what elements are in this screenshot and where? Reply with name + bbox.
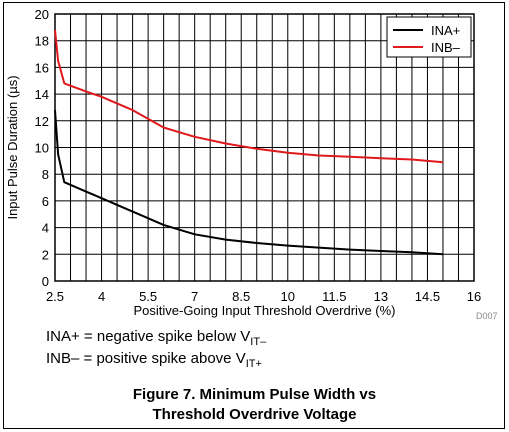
y-tick-label: 20	[35, 7, 49, 22]
figure-watermark: D007	[476, 311, 498, 321]
x-tick-labels: 2.5 4 5.5 7 8.5 10 11.5 13 14.5 16	[46, 289, 481, 304]
x-tick-label: 4	[98, 289, 105, 304]
y-tick-label: 10	[35, 141, 49, 156]
x-tick-label: 10	[281, 289, 295, 304]
legend-label-ina-plus: INA+	[431, 23, 460, 38]
note-inb-text: INB– = positive spike above V	[46, 350, 246, 367]
figure-frame	[3, 2, 505, 429]
y-tick-label: 18	[35, 34, 49, 49]
caption-line-1: Figure 7. Minimum Pulse Width vs	[132, 386, 377, 403]
y-tick-labels: 0 2 4 6 8 10 12 14 16 18 20	[35, 7, 49, 289]
y-tick-label: 6	[42, 194, 49, 209]
note-inb-subscript: IT+	[245, 358, 262, 370]
y-tick-label: 12	[35, 114, 49, 129]
x-tick-label: 16	[467, 289, 481, 304]
x-tick-label: 5.5	[139, 289, 157, 304]
y-tick-label: 2	[42, 247, 49, 262]
y-tick-label: 14	[35, 87, 49, 102]
y-tick-label: 16	[35, 60, 49, 75]
pulse-duration-chart: 2.5 4 5.5 7 8.5 10 11.5 13 14.5 16 0 2 4 6 8 10 12 14 16 1…	[5, 7, 481, 318]
y-tick-label: 8	[42, 167, 49, 182]
note-ina-text: INA+ = negative spike below V	[46, 328, 251, 345]
caption-line-2: Threshold Overdrive Voltage	[152, 406, 357, 423]
legend-label-inb-minus: INB–	[431, 40, 461, 55]
series-layer	[54, 29, 444, 256]
figure-caption: Figure 7. Minimum Pulse Width vs Thresho…	[0, 385, 509, 425]
note-ina: INA+ = negative spike below VIT–	[46, 328, 266, 348]
note-ina-subscript: IT–	[250, 336, 267, 348]
x-tick-label: 14.5	[415, 289, 440, 304]
x-tick-label: 13	[374, 289, 388, 304]
series-line-ina-plus	[54, 110, 444, 256]
x-tick-label: 11.5	[322, 289, 346, 304]
x-axis-label: Positive-Going Input Threshold Overdrive…	[133, 303, 395, 318]
series-line-inb-minus	[54, 29, 444, 164]
y-tick-label: 0	[42, 274, 49, 289]
y-tick-label: 4	[42, 221, 49, 236]
x-tick-label: 7	[191, 289, 198, 304]
legend-box	[386, 16, 472, 58]
x-tick-label: 2.5	[46, 289, 64, 304]
y-axis-label: Input Pulse Duration (µs)	[5, 75, 20, 219]
legend: INA+ INB–	[386, 16, 472, 58]
plot-area-border	[54, 13, 475, 282]
note-inb: INB– = positive spike above VIT+	[46, 350, 262, 370]
x-tick-label: 8.5	[232, 289, 250, 304]
